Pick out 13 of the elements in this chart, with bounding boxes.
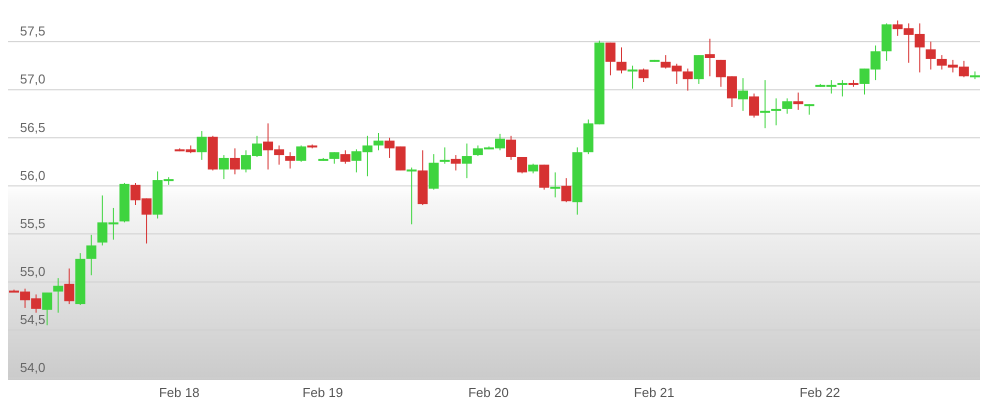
- x-tick-label: Feb 22: [800, 385, 840, 400]
- y-tick-label: 56,0: [20, 168, 46, 183]
- y-tick-label: 55,5: [20, 216, 46, 231]
- y-tick-label: 54,5: [20, 312, 46, 328]
- y-tick-label: 57,0: [20, 72, 46, 87]
- x-tick-label: Feb 18: [158, 385, 200, 400]
- y-tick-label: 55,0: [20, 264, 46, 279]
- y-tick-label: 56,5: [20, 120, 46, 135]
- x-tick-label: Feb 21: [634, 385, 674, 400]
- y-tick-label: 54,0: [20, 360, 46, 376]
- x-tick-label: Feb 19: [302, 385, 344, 400]
- x-tick-label: Feb 20: [468, 385, 509, 400]
- y-tick-label: 57,5: [20, 24, 46, 39]
